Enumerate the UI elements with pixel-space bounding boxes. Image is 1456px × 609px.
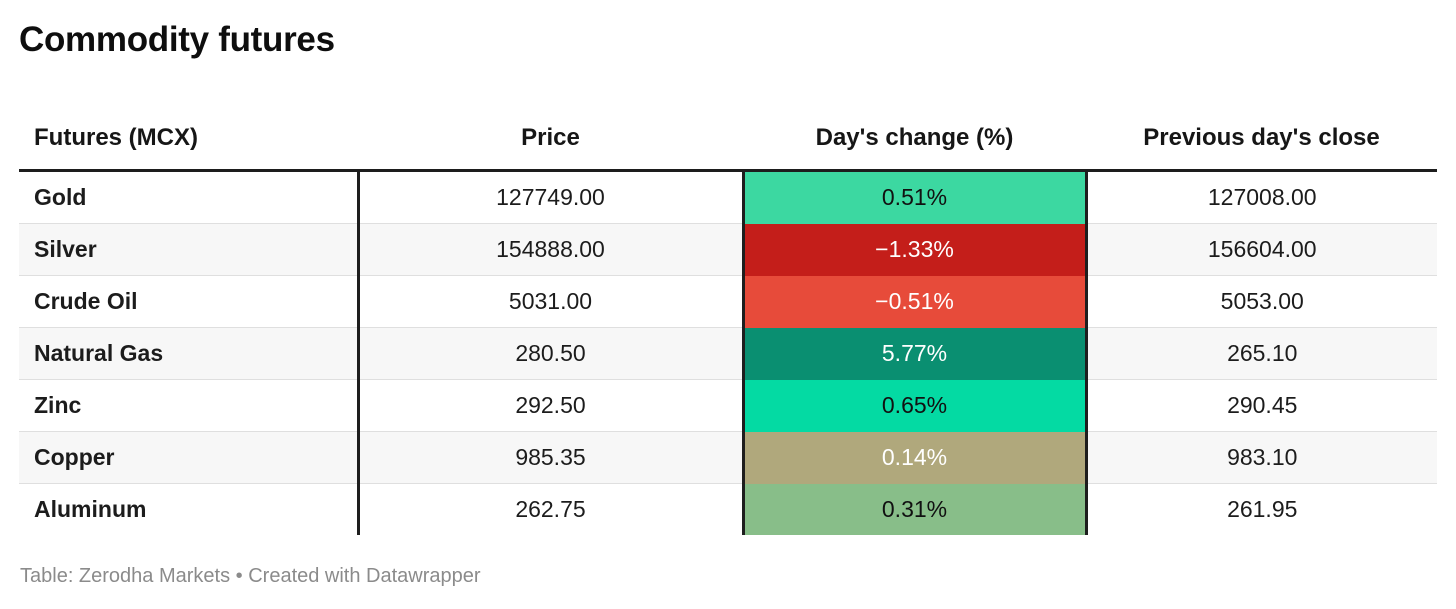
prev-close-cell: 983.10 (1086, 431, 1437, 484)
price-cell: 985.35 (358, 431, 743, 484)
price-cell: 154888.00 (358, 223, 743, 276)
price-cell: 5031.00 (358, 275, 743, 328)
commodity-futures-table: Futures (MCX) Price Day's change (%) Pre… (19, 106, 1437, 535)
price-cell: 280.50 (358, 327, 743, 380)
days-change-cell: −0.51% (741, 275, 1088, 328)
table-row: Crude Oil 5031.00 −0.51% 5053.00 (19, 275, 1437, 328)
col-header-futures: Futures (MCX) (19, 106, 358, 172)
table-row: Gold 127749.00 0.51% 127008.00 (19, 170, 1437, 224)
prev-close-cell: 265.10 (1086, 327, 1437, 380)
attribution-text: Table: Zerodha Markets • Created with Da… (20, 565, 481, 587)
table-row: Silver 154888.00 −1.33% 156604.00 (19, 223, 1437, 276)
futures-name-cell: Crude Oil (19, 275, 360, 328)
price-cell: 262.75 (358, 483, 743, 535)
prev-close-cell: 127008.00 (1086, 170, 1437, 224)
col-header-price: Price (358, 106, 743, 172)
futures-name-cell: Natural Gas (19, 327, 360, 380)
table-row: Zinc 292.50 0.65% 290.45 (19, 379, 1437, 432)
days-change-cell: −1.33% (741, 223, 1088, 276)
header-row: Futures (MCX) Price Day's change (%) Pre… (19, 106, 1437, 172)
price-cell: 292.50 (358, 379, 743, 432)
table-row: Natural Gas 280.50 5.77% 265.10 (19, 327, 1437, 380)
prev-close-cell: 290.45 (1086, 379, 1437, 432)
futures-name-cell: Aluminum (19, 483, 360, 535)
futures-name-cell: Zinc (19, 379, 360, 432)
prev-close-cell: 156604.00 (1086, 223, 1437, 276)
col-header-change: Day's change (%) (743, 106, 1086, 172)
prev-close-cell: 261.95 (1086, 483, 1437, 535)
table-row: Copper 985.35 0.14% 983.10 (19, 431, 1437, 484)
col-header-prev-close: Previous day's close (1086, 106, 1437, 172)
days-change-cell: 0.65% (741, 379, 1088, 432)
days-change-cell: 0.14% (741, 431, 1088, 484)
days-change-cell: 5.77% (741, 327, 1088, 380)
futures-name-cell: Copper (19, 431, 360, 484)
page-title: Commodity futures (19, 20, 335, 59)
table-body: Gold 127749.00 0.51% 127008.00 Silver 15… (19, 170, 1437, 535)
days-change-cell: 0.51% (741, 170, 1088, 224)
table-row: Aluminum 262.75 0.31% 261.95 (19, 483, 1437, 535)
days-change-cell: 0.31% (741, 483, 1088, 535)
futures-name-cell: Gold (19, 170, 360, 224)
prev-close-cell: 5053.00 (1086, 275, 1437, 328)
futures-name-cell: Silver (19, 223, 360, 276)
price-cell: 127749.00 (358, 170, 743, 224)
